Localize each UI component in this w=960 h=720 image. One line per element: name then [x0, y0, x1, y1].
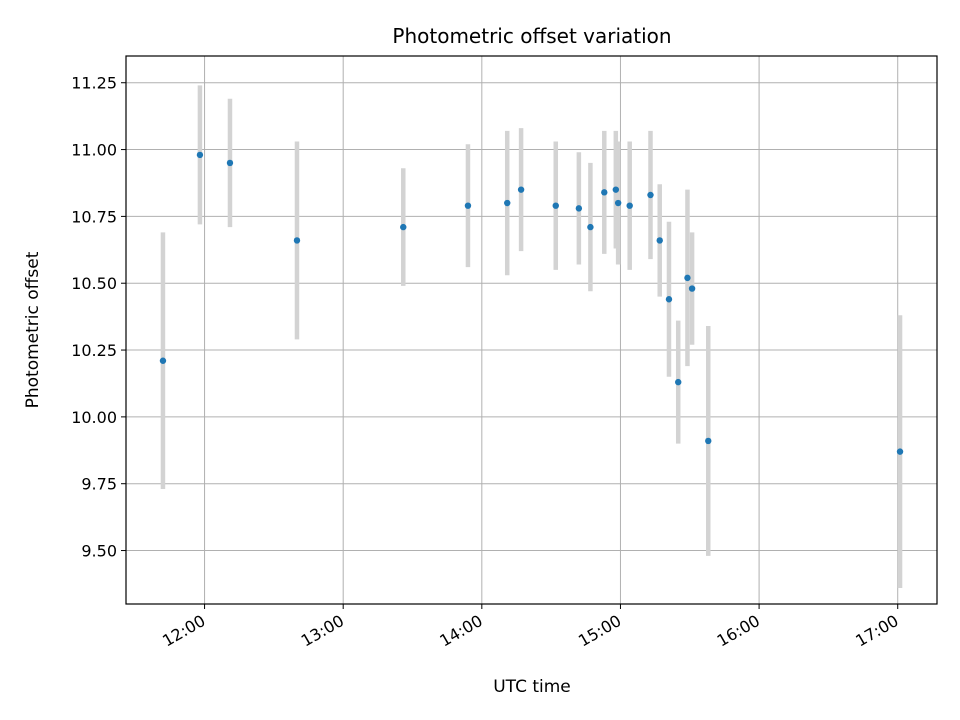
- x-axis-ticks: 12:00 13:00 14:00 15:00 16:00 17:00: [159, 604, 902, 651]
- y-axis-ticks: 9.50 9.75 10.00 10.25 10.50 10.75 11.00 11.25: [71, 74, 126, 561]
- x-tick-label: 12:00: [159, 611, 208, 651]
- data-point: [293, 237, 301, 244]
- data-point: [517, 186, 525, 193]
- x-tick-label: 14:00: [436, 611, 485, 651]
- y-tick-label: 10.75: [71, 207, 117, 226]
- data-point: [575, 205, 583, 212]
- data-point: [587, 223, 594, 231]
- x-tick-label: 17:00: [852, 611, 901, 651]
- y-tick-label: 11.00: [71, 141, 117, 160]
- grid: [126, 56, 937, 604]
- data-point: [504, 199, 511, 207]
- data-point: [665, 296, 673, 303]
- data-point: [226, 159, 234, 167]
- data-point: [705, 437, 712, 445]
- x-tick-label: 16:00: [714, 611, 763, 651]
- x-tick-label: 15:00: [575, 611, 624, 651]
- y-axis-label: Photometric offset: [23, 251, 43, 408]
- data-point: [400, 223, 407, 231]
- data-point: [159, 357, 167, 364]
- chart-title: Photometric offset variation: [392, 24, 671, 48]
- y-tick-label: 9.75: [81, 475, 117, 494]
- y-tick-label: 10.00: [71, 408, 117, 427]
- y-tick-label: 11.25: [71, 74, 117, 93]
- data-point: [612, 186, 620, 193]
- x-axis-label: UTC time: [493, 677, 571, 697]
- y-tick-label: 10.50: [71, 274, 117, 293]
- data-point: [614, 199, 622, 207]
- data-point: [688, 285, 696, 292]
- data-point: [675, 378, 682, 386]
- data-point: [684, 274, 691, 282]
- data-points: [159, 151, 904, 455]
- error-bars: [160, 85, 903, 588]
- data-point: [647, 191, 654, 199]
- y-tick-label: 10.25: [71, 341, 117, 360]
- plot-frame: [125, 55, 938, 605]
- data-point: [896, 448, 904, 455]
- data-point: [196, 151, 204, 159]
- data-point: [601, 189, 608, 196]
- data-point: [656, 237, 663, 244]
- data-point: [464, 202, 472, 209]
- x-tick-label: 13:00: [298, 611, 347, 651]
- y-tick-label: 9.50: [81, 542, 117, 561]
- data-point: [552, 202, 559, 209]
- data-point: [626, 202, 633, 209]
